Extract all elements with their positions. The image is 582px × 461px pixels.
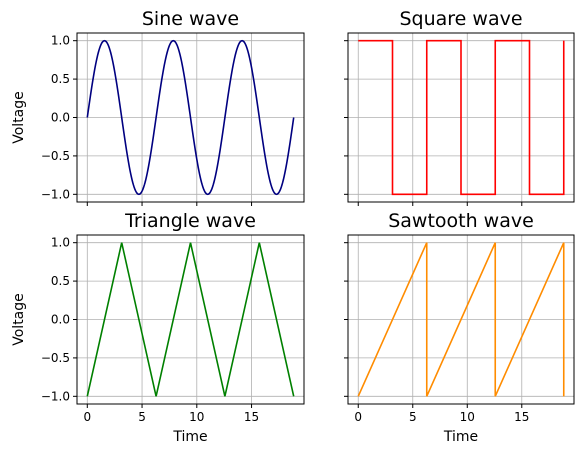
subplot-title: Square wave [399,8,522,30]
series-line [86,39,295,196]
x-tick-label: 15 [514,410,529,424]
x-tick-label: 10 [189,410,204,424]
x-tick-label: 10 [460,410,475,424]
y-axis-label: Voltage [11,293,27,346]
y-axis-label: Voltage [11,91,27,144]
x-axis-label: Time [443,429,478,445]
y-tick-label: −0.5 [41,351,70,365]
series-line [86,242,295,397]
y-tick-label: 0.0 [51,111,70,125]
series-line [357,242,565,397]
y-tick-label: 0.0 [51,313,70,327]
y-tick-label: 1.0 [51,34,70,48]
y-tick-label: −1.0 [41,187,70,201]
subplot-title: Sawtooth wave [388,210,534,232]
x-tick-label: 0 [354,410,362,424]
y-tick-label: 1.0 [51,236,70,250]
y-tick-label: −1.0 [41,389,70,403]
y-tick-label: 0.5 [51,72,70,86]
x-tick-label: 5 [138,410,146,424]
subplot-3: 0 5 10 15 −1.0 −0.5 0.0 0.5 1.0 Triangle wave Time… [11,210,305,445]
series-line [358,39,565,196]
subplot-2: Square wave [344,8,575,206]
x-tick-label: 15 [244,410,259,424]
x-tick-label: 5 [409,410,417,424]
y-tick-label: −0.5 [41,149,70,163]
y-tick-label: 0.5 [51,274,70,288]
x-tick-label: 0 [83,410,91,424]
subplot-title: Sine wave [142,8,239,30]
subplot-1: −1.0 −0.5 0.0 0.5 1.0 Sine wave Voltage [11,8,305,206]
subplot-4: 0 5 10 15 Sawtooth wave Time [344,210,575,445]
subplot-title: Triangle wave [124,210,256,232]
x-axis-label: Time [172,429,207,445]
